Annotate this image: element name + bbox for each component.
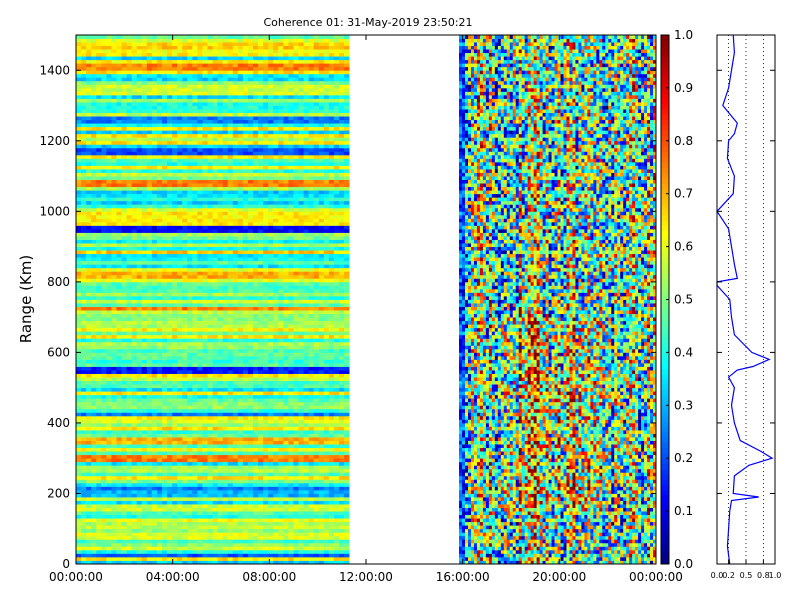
colorbar-tick-label: 0.3 (674, 398, 693, 412)
colorbar-tick-label: 0.2 (674, 451, 693, 465)
profile-x-tick-label: 1.0 (769, 571, 782, 580)
colorbar-tick-label: 0.0 (674, 557, 693, 571)
colorbar: 0.0 0.1 0.2 0.3 0.4 0.5 0.6 0.7 0.8 0.9 1.0 (660, 28, 693, 571)
y-tick-label: 0 (62, 557, 70, 571)
x-tick-label: 00:00:00 (49, 570, 103, 584)
profile-x-tick-label: 0.8 (757, 571, 770, 580)
heatmap-plot (76, 35, 657, 565)
colorbar-tick-label: 0.6 (674, 240, 693, 254)
y-tick-label: 200 (47, 486, 70, 500)
x-tick-label: 12:00:00 (339, 570, 393, 584)
x-tick-label: 08:00:00 (242, 570, 296, 584)
x-tick-label: 16:00:00 (436, 570, 490, 584)
chart-title: Coherence 01: 31-May-2019 23:50:21 (263, 16, 472, 29)
colorbar-tick-label: 0.4 (674, 345, 693, 359)
y-axis-label: Range (Km) (17, 255, 35, 343)
y-tick-label: 800 (47, 275, 70, 289)
colorbar-tick-label: 0.8 (674, 134, 693, 148)
colorbar-tick-label: 0.5 (674, 293, 693, 307)
x-tick-label: 04:00:00 (146, 570, 200, 584)
y-tick-label: 1000 (39, 204, 70, 218)
profile-x-tick-label: 0.0 (711, 571, 724, 580)
colorbar-tick-label: 0.1 (674, 504, 693, 518)
colorbar-tick-label: 0.9 (674, 81, 693, 95)
x-tick-label: 20:00:00 (532, 570, 586, 584)
y-tick-label: 600 (47, 345, 70, 359)
coherence-profile-line (716, 34, 774, 565)
y-tick-label: 1200 (39, 134, 70, 148)
profile-x-tick-label: 0.2 (722, 571, 735, 580)
heatmap-axes: 00:00:00 04:00:00 08:00:00 12:00:00 16:00:00… (39, 34, 683, 584)
coherence-profile-plot: 0.00.2 0.5 0.81.0 (711, 34, 782, 580)
profile-x-tick-label: 0.5 (740, 571, 753, 580)
y-tick-label: 1400 (39, 63, 70, 77)
colorbar-tick-label: 1.0 (674, 28, 693, 42)
x-tick-label: 00:00:00 (629, 570, 683, 584)
y-tick-label: 400 (47, 416, 70, 430)
colorbar-tick-label: 0.7 (674, 187, 693, 201)
